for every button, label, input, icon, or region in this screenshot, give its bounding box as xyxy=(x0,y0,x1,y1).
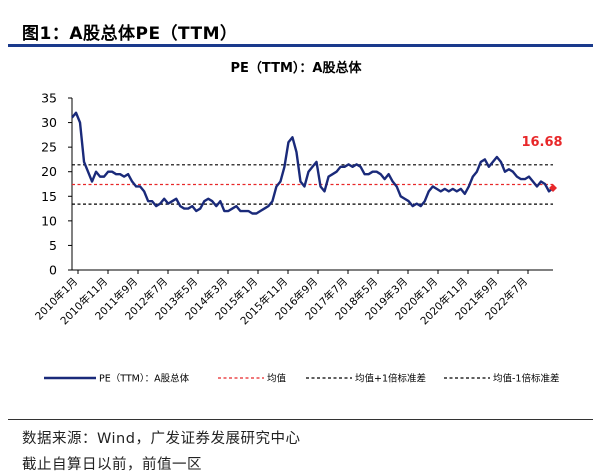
source-rule xyxy=(8,419,593,420)
annotation-group: 16.68 xyxy=(521,135,563,193)
y-tick-label-6: 30 xyxy=(41,115,57,130)
title-rule xyxy=(8,44,593,47)
last-value-label: 16.68 xyxy=(521,135,562,150)
band-lines xyxy=(72,164,553,205)
pe-series-line xyxy=(71,111,554,215)
y-tick-label-1: 5 xyxy=(49,238,57,253)
footnote-text: 截止自算日以前，前值一区 xyxy=(22,457,202,473)
y-tick-label-0: 0 xyxy=(49,263,57,278)
chart-legend: PE（TTM）：A股总体 均值 均值+1倍标准差 均值-1倍标准差 xyxy=(44,373,559,385)
y-tick-label-4: 20 xyxy=(41,164,57,179)
y-tick-label-2: 10 xyxy=(41,213,57,228)
chart-axes: 051015202530352010年1月2010年11月2011年9月2012… xyxy=(32,91,553,327)
legend-label-3: 均值-1倍标准差 xyxy=(493,373,559,385)
series-group xyxy=(71,111,554,215)
figure-header: 图1：A股总体PE（TTM） xyxy=(0,0,593,48)
source-text: 数据来源：Wind，广发证券发展研究中心 xyxy=(22,431,301,447)
y-tick-label-3: 15 xyxy=(41,189,57,204)
legend-label-0: PE（TTM）：A股总体 xyxy=(99,373,190,385)
chart-title: PE（TTM）：A股总体 xyxy=(231,60,363,76)
legend-label-1: 均值 xyxy=(267,373,287,385)
legend-label-2: 均值+1倍标准差 xyxy=(355,373,426,385)
pe-chart: PE（TTM）：A股总体 051015202530352010年1月2010年1… xyxy=(32,60,563,385)
last-value-marker xyxy=(549,184,557,193)
figure-title: 图1：A股总体PE（TTM） xyxy=(22,24,238,44)
y-tick-label-5: 25 xyxy=(41,140,57,155)
y-tick-label-7: 35 xyxy=(41,91,57,106)
